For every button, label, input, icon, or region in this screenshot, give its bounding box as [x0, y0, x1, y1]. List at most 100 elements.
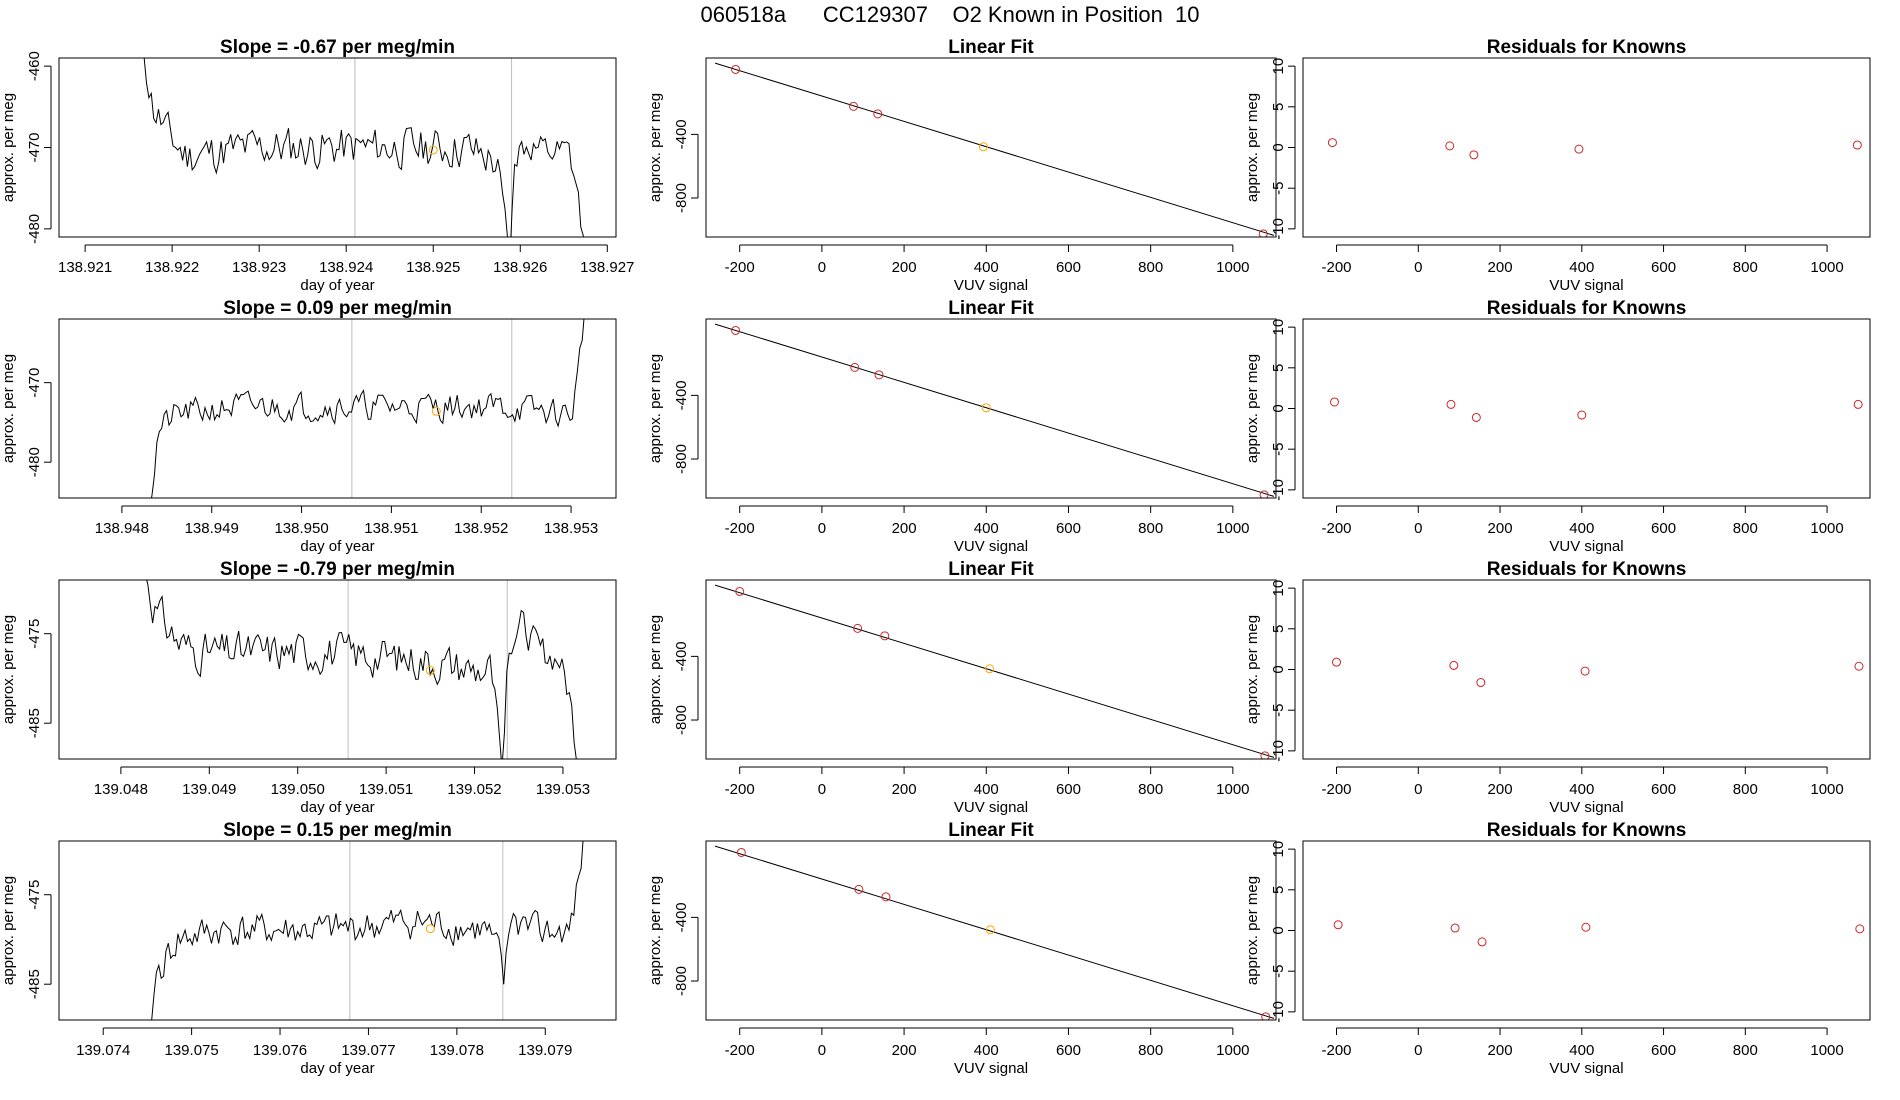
y-axis-label: approx. per meg: [0, 876, 17, 985]
plot-area: [1332, 657, 1864, 688]
residual-point: [1445, 141, 1455, 151]
y-tick-label: -5: [1270, 443, 1287, 456]
panel-frame: [58, 840, 617, 1021]
fit-line: [714, 323, 1275, 497]
panel-title: Residuals for Knowns: [1487, 37, 1687, 58]
x-tick-label: 600: [1056, 259, 1081, 276]
x-tick-label: 139.051: [359, 781, 413, 798]
y-tick-label: -400: [673, 380, 690, 410]
x-tick-label: 800: [1733, 259, 1758, 276]
x-axis-label: VUV signal: [954, 1060, 1028, 1077]
sample-mean-point: [425, 665, 435, 675]
panel-title: Residuals for Knowns: [1487, 298, 1687, 319]
x-axis-label: VUV signal: [1549, 538, 1623, 555]
panel-frame: [1302, 579, 1871, 760]
panel-title: Slope = -0.79 per meg/min: [220, 559, 455, 580]
x-axis-label: day of year: [300, 277, 374, 294]
figure-title: 060518a CC129307 O2 Known in Position 10: [0, 2, 1900, 28]
known-point: [731, 64, 741, 74]
plot-area: [1329, 397, 1863, 422]
x-tick-label: 138.949: [185, 520, 239, 537]
y-tick-label: -10: [1270, 1001, 1287, 1023]
known-point: [850, 362, 860, 372]
residual-point: [1446, 399, 1456, 409]
y-tick-label: 0: [1270, 143, 1287, 151]
y-tick-label: 10: [1270, 841, 1287, 858]
x-tick-label: -200: [725, 520, 755, 537]
panel-residuals-2: Residuals for Knowns-200 0 200 400 600 800 100…: [1244, 298, 1871, 555]
x-tick-label: 138.952: [454, 520, 508, 537]
known-point: [874, 370, 884, 380]
x-tick-label: 1000: [1810, 259, 1843, 276]
y-tick-label: 0: [1270, 665, 1287, 673]
x-tick-label: 0: [1414, 520, 1422, 537]
sample-point: [981, 403, 991, 413]
residual-point: [1333, 920, 1343, 930]
x-tick-label: 200: [892, 520, 917, 537]
y-tick-label: -470: [26, 368, 43, 398]
x-tick-label: 138.948: [95, 520, 149, 537]
y-axis-label: approx. per meg: [647, 93, 664, 202]
x-axis-label: VUV signal: [1549, 277, 1623, 294]
y-tick-label: -475: [26, 619, 43, 649]
y-tick-label: -800: [673, 183, 690, 213]
residual-point: [1327, 138, 1337, 148]
y-tick-label: 5: [1270, 625, 1287, 633]
residual-point: [1853, 399, 1863, 409]
known-point: [853, 623, 863, 633]
y-tick-label: -5: [1270, 965, 1287, 978]
known-point: [1258, 229, 1268, 237]
sample-point: [978, 142, 988, 152]
y-tick-label: -10: [1270, 479, 1287, 501]
x-tick-label: 200: [892, 781, 917, 798]
run-id: 060518a: [700, 2, 787, 27]
panel-title: Residuals for Knowns: [1487, 820, 1687, 841]
y-axis-label: approx. per meg: [0, 93, 17, 202]
residual-point: [1581, 922, 1591, 932]
y-tick-label: -400: [673, 119, 690, 149]
panel-title: Linear Fit: [948, 820, 1034, 841]
signal-trace-segment-2: [502, 609, 577, 759]
residual-point: [1477, 937, 1487, 947]
x-tick-label: 138.923: [232, 259, 286, 276]
x-axis-label: day of year: [300, 799, 374, 816]
y-tick-label: 10: [1270, 580, 1287, 597]
x-tick-label: 200: [1488, 781, 1513, 798]
residual-point: [1476, 678, 1486, 688]
x-tick-label: 0: [1414, 259, 1422, 276]
x-tick-label: 600: [1056, 1042, 1081, 1059]
x-axis-label: VUV signal: [1549, 799, 1623, 816]
residual-point: [1574, 144, 1584, 154]
panel-title: Slope = -0.67 per meg/min: [220, 37, 455, 58]
panel-title: Linear Fit: [948, 298, 1034, 319]
panel-title: Slope = 0.09 per meg/min: [223, 298, 452, 319]
x-tick-label: -200: [1322, 520, 1352, 537]
panel-title: Linear Fit: [948, 559, 1034, 580]
x-tick-label: 139.075: [165, 1042, 219, 1059]
y-axis-label: approx. per meg: [647, 876, 664, 985]
fit-line: [714, 845, 1275, 1019]
x-tick-label: 800: [1733, 781, 1758, 798]
y-axis-label: approx. per meg: [1244, 354, 1261, 463]
x-tick-label: 600: [1651, 1042, 1676, 1059]
x-tick-label: -200: [725, 259, 755, 276]
panel-time-series-1: Slope = -0.67 per meg/min 138.921 138.922 1…: [0, 37, 634, 294]
residual-point: [1329, 397, 1339, 407]
y-tick-label: -475: [26, 880, 43, 910]
known-point: [849, 101, 859, 111]
y-tick-label: -5: [1270, 704, 1287, 717]
x-tick-label: 139.079: [518, 1042, 572, 1059]
panel-time-series-2: Slope = 0.09 per meg/min 138.948 138.949 13…: [0, 298, 617, 555]
x-axis-label: VUV signal: [954, 799, 1028, 816]
residual-point: [1855, 924, 1865, 934]
y-tick-label: -800: [673, 705, 690, 735]
signal-trace-segment-2: [503, 841, 584, 985]
signal-trace-segment-2: [510, 135, 584, 237]
panel-title: Residuals for Knowns: [1487, 559, 1687, 580]
y-tick-label: -10: [1270, 218, 1287, 240]
y-axis-label: approx. per meg: [0, 615, 17, 724]
known-point: [880, 631, 890, 641]
y-tick-label: 0: [1270, 404, 1287, 412]
x-tick-label: 600: [1651, 520, 1676, 537]
residual-point: [1469, 150, 1479, 160]
